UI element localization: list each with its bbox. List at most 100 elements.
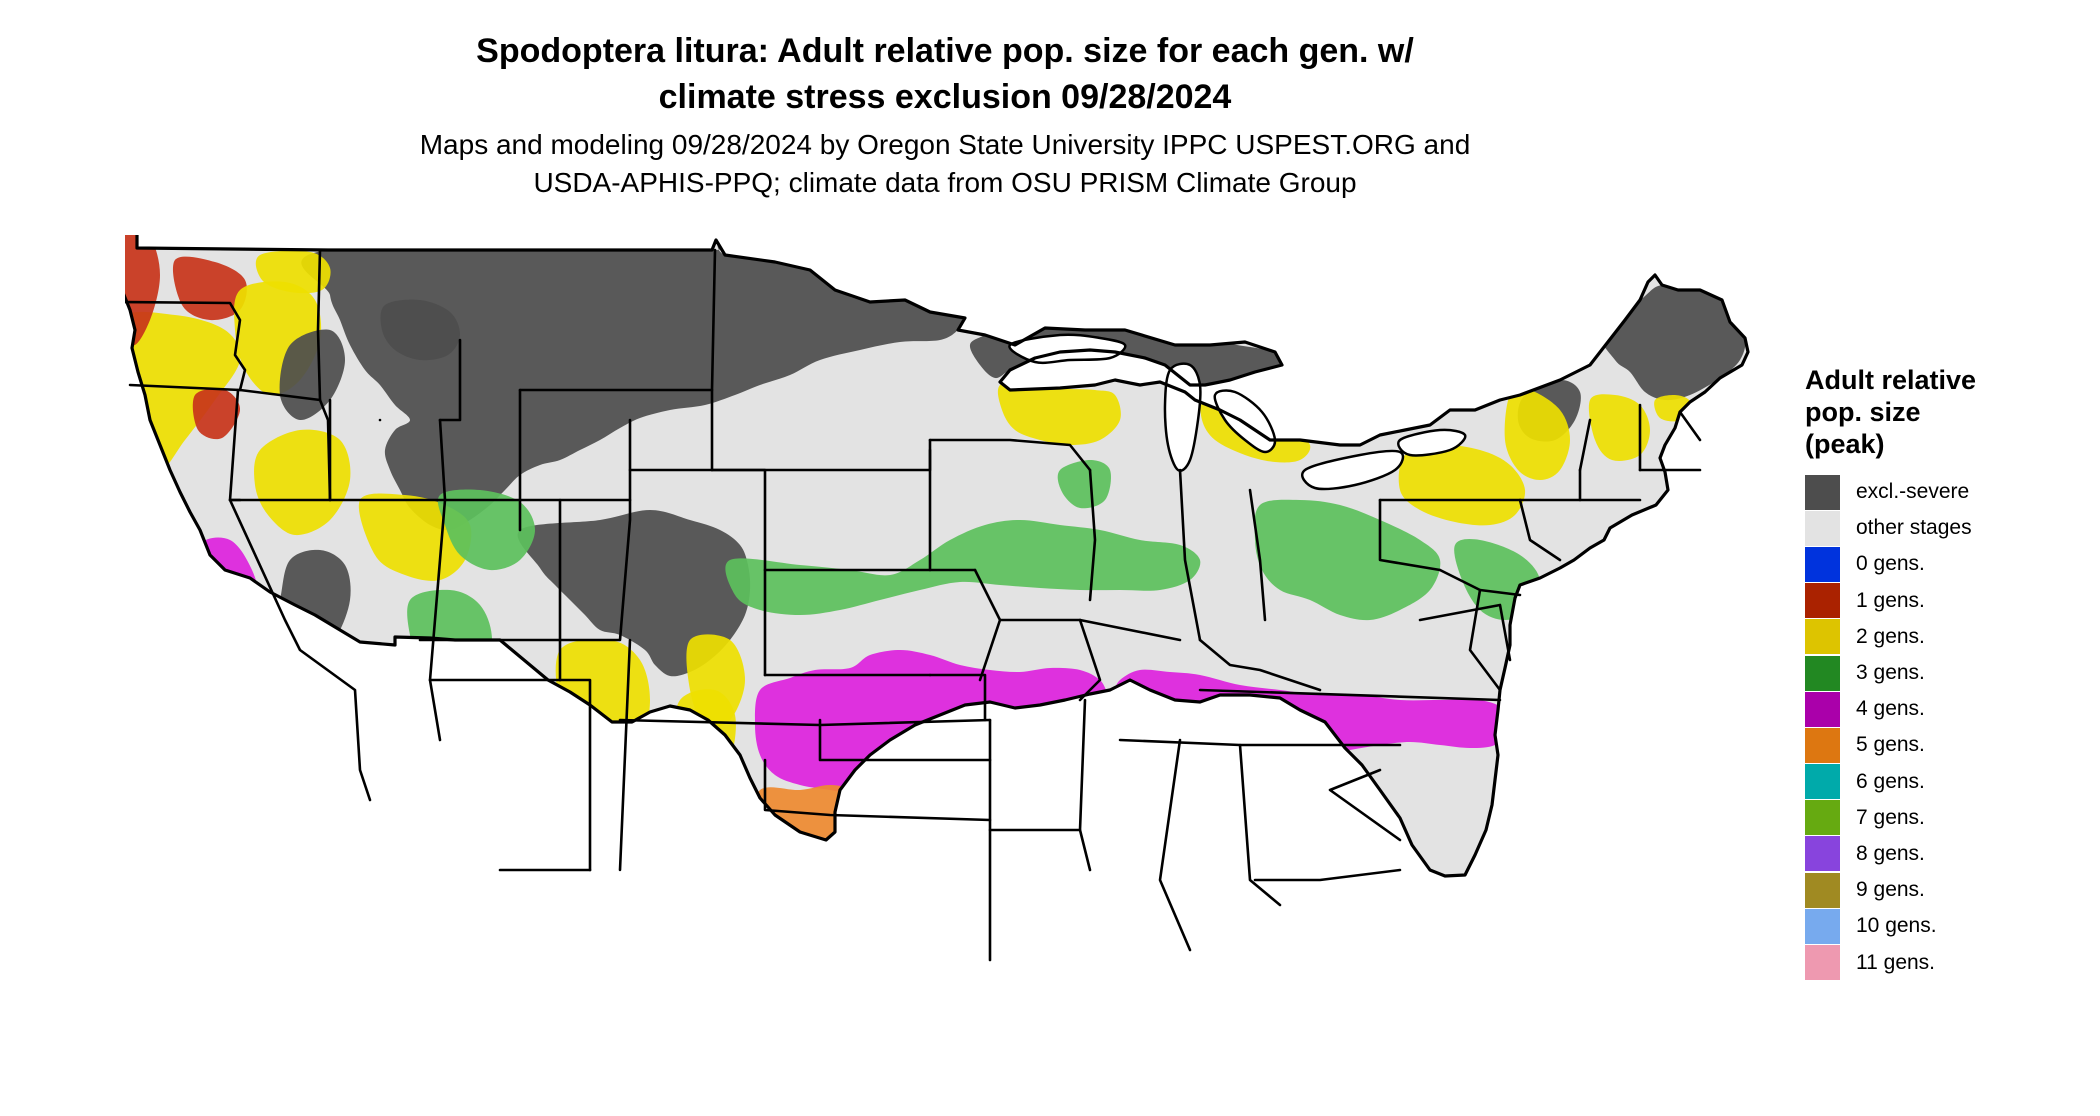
legend-label: 0 gens.	[1856, 552, 1925, 576]
legend-swatch	[1805, 474, 1840, 510]
legend-label: 7 gens.	[1856, 805, 1925, 829]
state-border	[1418, 603, 1512, 662]
legend-label: 1 gens.	[1856, 588, 1925, 612]
generation-zone	[1588, 394, 1650, 461]
legend-label: 5 gens.	[1856, 733, 1925, 757]
generation-zone	[517, 510, 751, 677]
state-border	[618, 638, 632, 872]
state-border	[228, 498, 372, 802]
generation-zone	[1248, 814, 1397, 876]
state-border	[1678, 410, 1702, 442]
legend-item: 6 gens.	[1805, 764, 2085, 800]
generation-zone	[846, 924, 945, 990]
state-border	[558, 678, 592, 872]
legend-swatch	[1805, 872, 1840, 908]
state-border	[228, 388, 240, 502]
state-border	[1328, 768, 1402, 842]
legend-swatch	[1805, 836, 1840, 872]
legend-label: 4 gens.	[1856, 697, 1925, 721]
legend-swatch	[1805, 764, 1840, 800]
legend-item: 1 gens.	[1805, 583, 2085, 619]
legend-swatch	[1805, 908, 1840, 944]
legend-swatch	[1805, 619, 1840, 655]
map-subtitle-line-1: Maps and modeling 09/28/2024 by Oregon S…	[419, 129, 1471, 160]
legend-label: 6 gens.	[1856, 769, 1925, 793]
state-border	[763, 758, 992, 822]
legend-swatch	[1805, 583, 1840, 619]
lake	[1300, 449, 1405, 491]
legend-label: other stages	[1856, 516, 1972, 540]
state-border	[928, 673, 987, 722]
generation-zone	[751, 785, 1401, 876]
generation-zone	[555, 639, 650, 761]
state-border	[1578, 468, 1642, 502]
legend-item: 9 gens.	[1805, 872, 2085, 908]
state-border	[1198, 688, 1502, 702]
generation-zone	[725, 520, 1201, 615]
generation-zone	[1298, 948, 1361, 1011]
generation-zone	[255, 250, 331, 294]
generation-zone	[248, 715, 301, 821]
generation-zone	[686, 634, 745, 728]
legend-title-line: (peak)	[1805, 429, 1885, 459]
generation-zone	[517, 751, 580, 806]
legend-label: 10 gens.	[1856, 914, 1937, 938]
generation-zone	[824, 979, 861, 1041]
legend-item: excl.-severe	[1805, 474, 2085, 510]
state-border	[1578, 418, 1592, 472]
state-border	[438, 418, 447, 502]
legend-swatch	[1805, 800, 1840, 836]
state-border	[125, 300, 247, 392]
state-border	[818, 718, 992, 762]
legend-label: 8 gens.	[1856, 841, 1925, 865]
generation-zone	[301, 239, 967, 531]
state-border	[928, 438, 1092, 472]
legend-swatch	[1805, 691, 1840, 727]
generation-zone	[1334, 1003, 1375, 1058]
legend: Adult relative pop. size (peak) excl.-seve…	[1805, 364, 2085, 981]
legend-item: 4 gens.	[1805, 691, 2085, 727]
state-border	[1248, 488, 1267, 622]
state-border	[1088, 468, 1097, 602]
generation-zone	[437, 489, 535, 571]
legend-title-line: pop. size	[1805, 397, 1921, 427]
legend-item: 5 gens.	[1805, 727, 2085, 763]
legend-item: 3 gens.	[1805, 655, 2085, 691]
state-border	[1158, 738, 1192, 952]
legend-item: 11 gens.	[1805, 944, 2085, 981]
legend-label: 11 gens.	[1856, 950, 1936, 974]
lake	[1163, 362, 1202, 472]
legend-items: excl.-severe other stages 0 gens. 1 gens. 2 …	[1805, 474, 2085, 981]
generation-zone	[192, 388, 241, 440]
generation-zone	[1504, 388, 1570, 480]
legend-swatch	[1805, 655, 1840, 691]
state-border	[1253, 868, 1402, 882]
legend-label: 9 gens.	[1856, 878, 1925, 902]
legend-label: excl.-severe	[1856, 480, 1970, 504]
generation-zone	[558, 808, 615, 872]
state-border	[988, 828, 1092, 872]
generation-zone	[426, 753, 491, 826]
legend-item: 0 gens.	[1805, 546, 2085, 582]
us-outline	[125, 235, 1750, 878]
generation-zone	[1398, 444, 1526, 526]
lake	[1213, 389, 1277, 454]
state-border	[1198, 638, 1322, 692]
us-map	[125, 235, 1765, 1105]
map-title: Spodoptera litura: Adult relative pop. s…	[0, 28, 1890, 120]
legend-item: 7 gens.	[1805, 800, 2085, 836]
map-title-line-1: Spodoptera litura: Adult relative pop. s…	[476, 32, 1414, 70]
us-map-svg	[125, 235, 1750, 1058]
state-border	[1178, 468, 1202, 642]
map-subtitle-line-2: USDA-APHIS-PPQ; climate data from OSU PR…	[533, 167, 1357, 198]
state-borders	[125, 248, 1702, 962]
state-border	[1468, 588, 1502, 692]
legend-swatch	[1805, 546, 1840, 582]
state-border	[1518, 498, 1562, 562]
state-border	[1078, 698, 1087, 832]
legend-label: 2 gens.	[1856, 624, 1925, 648]
generation-zone	[254, 429, 351, 536]
legend-item: other stages	[1805, 510, 2085, 546]
state-border	[1238, 743, 1282, 907]
generation-zone	[997, 379, 1121, 445]
